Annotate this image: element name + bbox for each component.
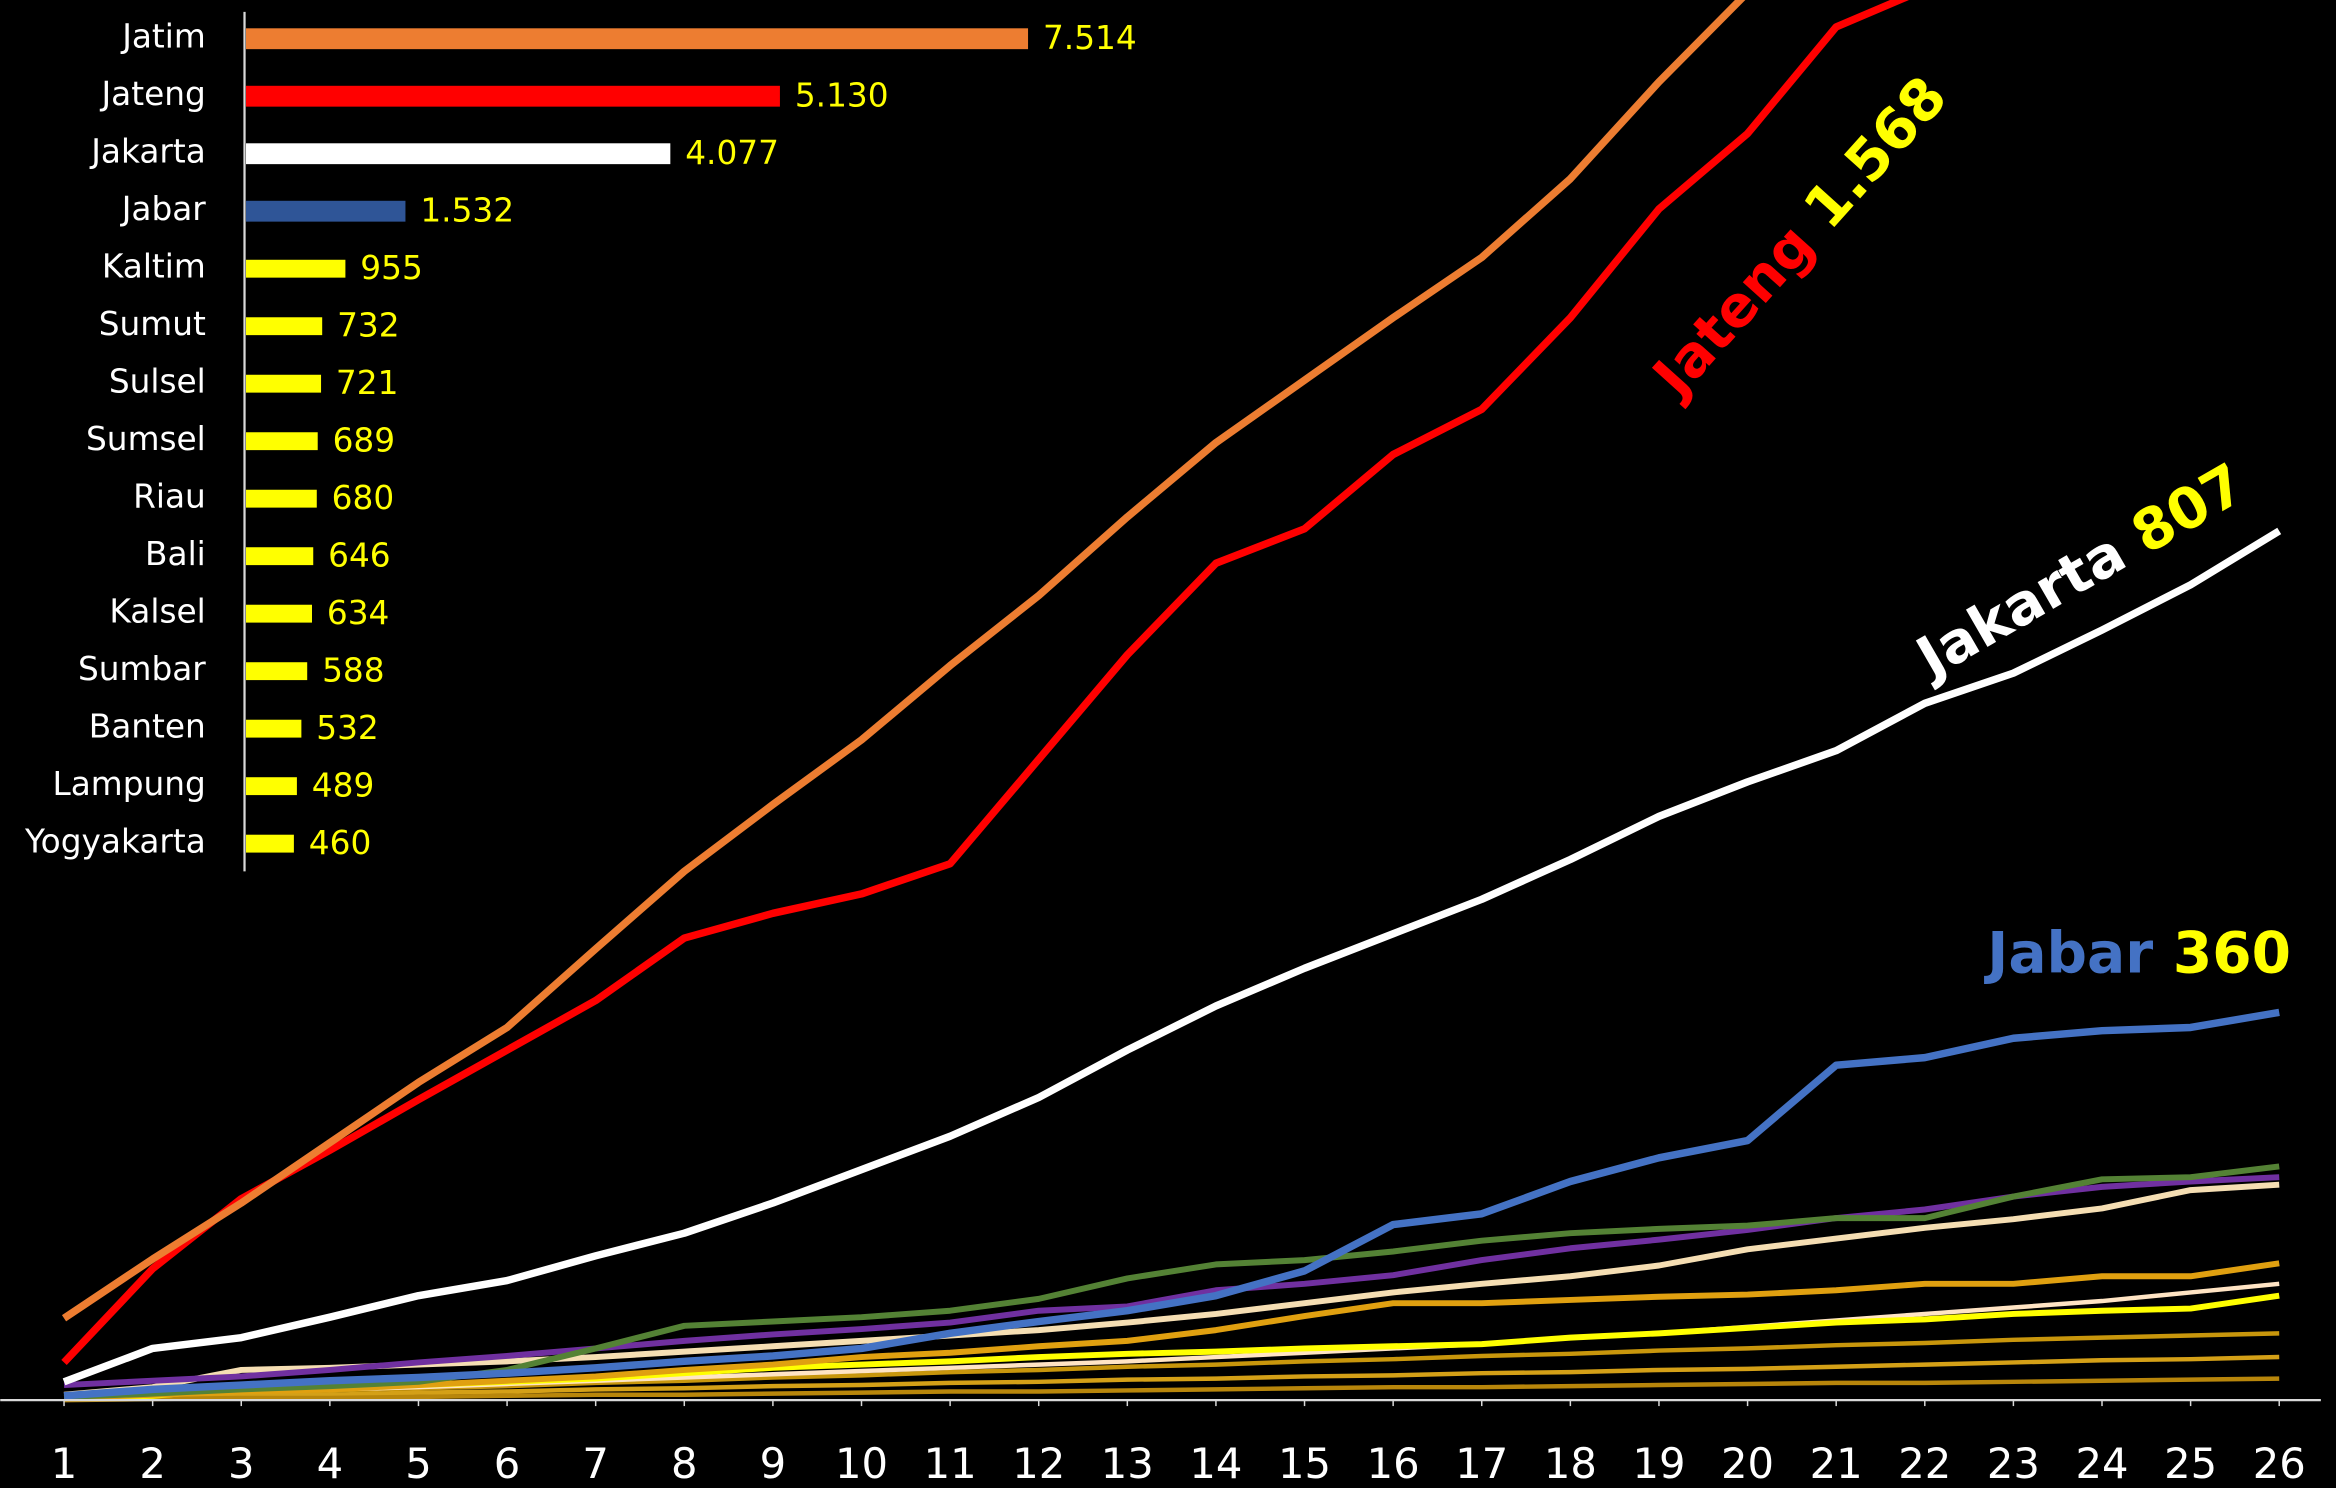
series-line	[63, 1008, 2280, 1400]
series-line	[64, 1354, 2280, 1402]
x-tick-label: 2	[139, 1439, 166, 1488]
x-tick-label: 21	[1810, 1439, 1863, 1488]
bar	[246, 200, 406, 222]
value-label: 7.514	[1043, 19, 1137, 57]
series-line	[61, 0, 1746, 1322]
annotation-value: 360	[2173, 920, 2291, 986]
x-tick-label: 8	[671, 1439, 698, 1488]
value-label: 532	[316, 709, 379, 747]
x-tick-label: 19	[1632, 1439, 1685, 1488]
x-tick-label: 16	[1367, 1439, 1420, 1488]
category-label: Lampung	[52, 765, 205, 803]
series-line	[61, 0, 1909, 1365]
category-label: Banten	[89, 708, 206, 746]
x-tick-label: 24	[2075, 1439, 2128, 1488]
bar	[246, 143, 671, 165]
value-label: 732	[337, 307, 400, 345]
bar	[246, 489, 317, 508]
x-tick-label: 10	[835, 1439, 888, 1488]
x-tick-label: 7	[582, 1439, 609, 1488]
x-tick-label: 12	[1012, 1439, 1065, 1488]
value-label: 955	[360, 249, 423, 287]
category-label: Jakarta	[89, 133, 206, 171]
annotation-label: Jabar	[1983, 920, 2153, 986]
category-label: Sumsel	[86, 420, 206, 458]
category-label: Kaltim	[102, 248, 206, 286]
x-tick-label: 26	[2253, 1439, 2306, 1488]
bar	[246, 374, 322, 393]
bar	[246, 547, 314, 566]
value-label: 4.077	[685, 134, 779, 172]
bar	[246, 432, 318, 451]
bar	[246, 317, 323, 336]
x-tick-label: 9	[760, 1439, 787, 1488]
category-label: Sumbar	[78, 650, 206, 688]
x-tick-label: 1	[51, 1439, 78, 1488]
series-line	[62, 527, 2282, 1386]
bar	[246, 662, 308, 681]
x-tick-label: 14	[1189, 1439, 1242, 1488]
category-label: Jatim	[120, 18, 206, 56]
x-tick-label: 20	[1721, 1439, 1774, 1488]
x-tick-label: 3	[228, 1439, 255, 1488]
bar	[246, 259, 346, 278]
annotation: Jabar 360	[1983, 920, 2291, 986]
category-label: Yogyakarta	[24, 823, 206, 861]
bar	[246, 719, 302, 738]
series-line	[63, 1260, 2280, 1401]
category-label: Sumut	[99, 305, 206, 343]
x-tick-label: 25	[2164, 1439, 2217, 1488]
x-tick-label: 6	[494, 1439, 521, 1488]
category-label: Jateng	[100, 75, 206, 113]
value-label: 588	[322, 652, 385, 690]
bar	[246, 777, 297, 796]
value-label: 646	[328, 537, 391, 575]
bar	[246, 834, 294, 853]
value-label: 5.130	[795, 77, 889, 115]
value-label: 634	[327, 594, 390, 632]
bar	[246, 604, 312, 623]
series-line	[63, 1174, 2280, 1389]
x-ticks: 1 2 3 4 5 6 7 8 9 10 11 12 13 14 15 16 17 18 19 20 21 22 23 24 2…	[51, 1400, 2306, 1488]
x-tick-label: 18	[1544, 1439, 1597, 1488]
bar	[246, 28, 1029, 50]
x-tick-label: 15	[1278, 1439, 1331, 1488]
value-label: 689	[333, 422, 396, 460]
category-label: Riau	[133, 478, 206, 516]
line-plot	[61, 0, 2282, 1403]
category-label: Sulsel	[109, 363, 206, 401]
value-label: 1.532	[420, 192, 514, 230]
category-label: Kalsel	[109, 593, 205, 631]
category-label: Jabar	[120, 190, 207, 228]
bar-chart: Jatim 7.514 Jateng 5.130 Jakarta 4.077 Jabar 1.…	[24, 18, 1137, 862]
x-tick-label: 5	[405, 1439, 432, 1488]
value-label: 489	[312, 767, 375, 805]
series-line	[64, 1376, 2280, 1403]
x-tick-label: 4	[317, 1439, 344, 1488]
x-tick-label: 23	[1987, 1439, 2040, 1488]
x-tick-label: 11	[924, 1439, 977, 1488]
value-label: 680	[332, 479, 395, 517]
x-tick-label: 17	[1455, 1439, 1508, 1488]
x-tick-label: 13	[1101, 1439, 1154, 1488]
value-label: 460	[309, 824, 372, 862]
bar	[246, 85, 780, 107]
value-label: 721	[336, 364, 399, 402]
category-label: Bali	[145, 535, 206, 573]
x-tick-label: 22	[1898, 1439, 1951, 1488]
